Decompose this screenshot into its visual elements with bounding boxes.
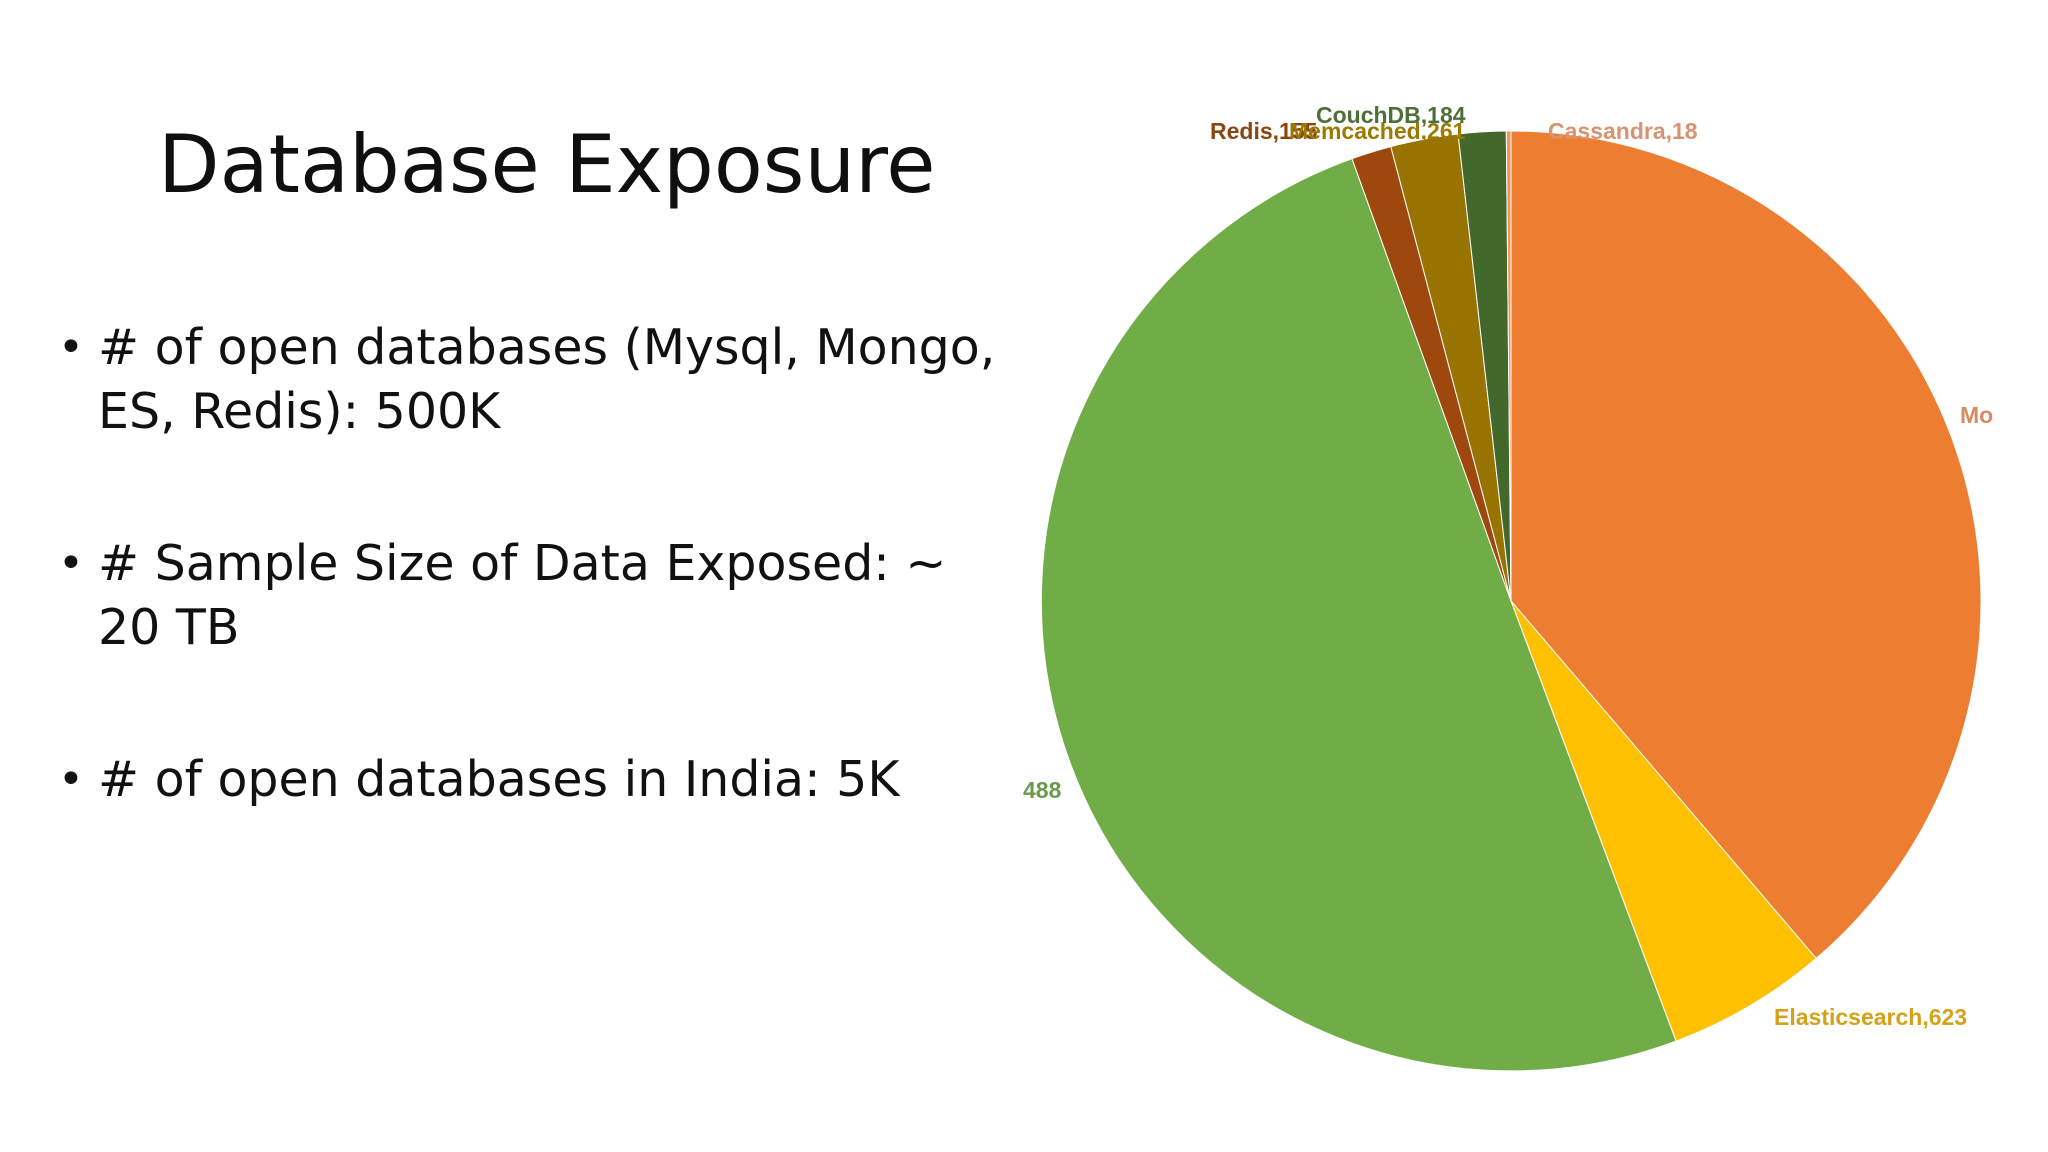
pie-slices [1040, 130, 1982, 1072]
pie-labels: Mo Elasticsearch,623 488 Redis,155Memcached… [1023, 102, 1993, 1030]
pie-label-couchdb: CouchDB,184 [1316, 102, 1466, 128]
bullet-text: # of open databases in India: 5K [98, 751, 900, 808]
slide-title: Database Exposure [158, 118, 936, 211]
pie-label-cassandra: Cassandra,18 [1548, 118, 1698, 144]
bullet-text: # of open databases (Mysql, Mongo, ES, R… [98, 319, 996, 440]
bullet-dot-icon: • [58, 538, 84, 589]
pie-label-elasticsearch: Elasticsearch,623 [1774, 1004, 1967, 1030]
pie-label-mongo: Mo [1960, 402, 1993, 428]
bullet-text: # Sample Size of Data Exposed: ~ 20 TB [98, 535, 947, 656]
bullet-dot-icon: • [58, 754, 84, 805]
bullet-item: • # of open databases (Mysql, Mongo, ES,… [58, 316, 1018, 444]
pie-label-unnamed: 488 [1023, 777, 1062, 803]
bullet-list: • # of open databases (Mysql, Mongo, ES,… [58, 316, 1018, 812]
pie-label-memcached: Memcached,261 [1289, 118, 1466, 144]
pie-slice-cassandra [1505, 130, 1512, 602]
bullet-dot-icon: • [58, 322, 84, 373]
bullet-item: • # of open databases in India: 5K [58, 748, 1018, 812]
pie-slice-mongo [1510, 130, 1982, 960]
pie-label-redis: Redis,155 [1210, 118, 1318, 144]
bullet-item: • # Sample Size of Data Exposed: ~ 20 TB [58, 532, 1018, 660]
pie-slice-unnamed [1040, 158, 1677, 1072]
pie-slice-elasticsearch [1510, 600, 1817, 1042]
